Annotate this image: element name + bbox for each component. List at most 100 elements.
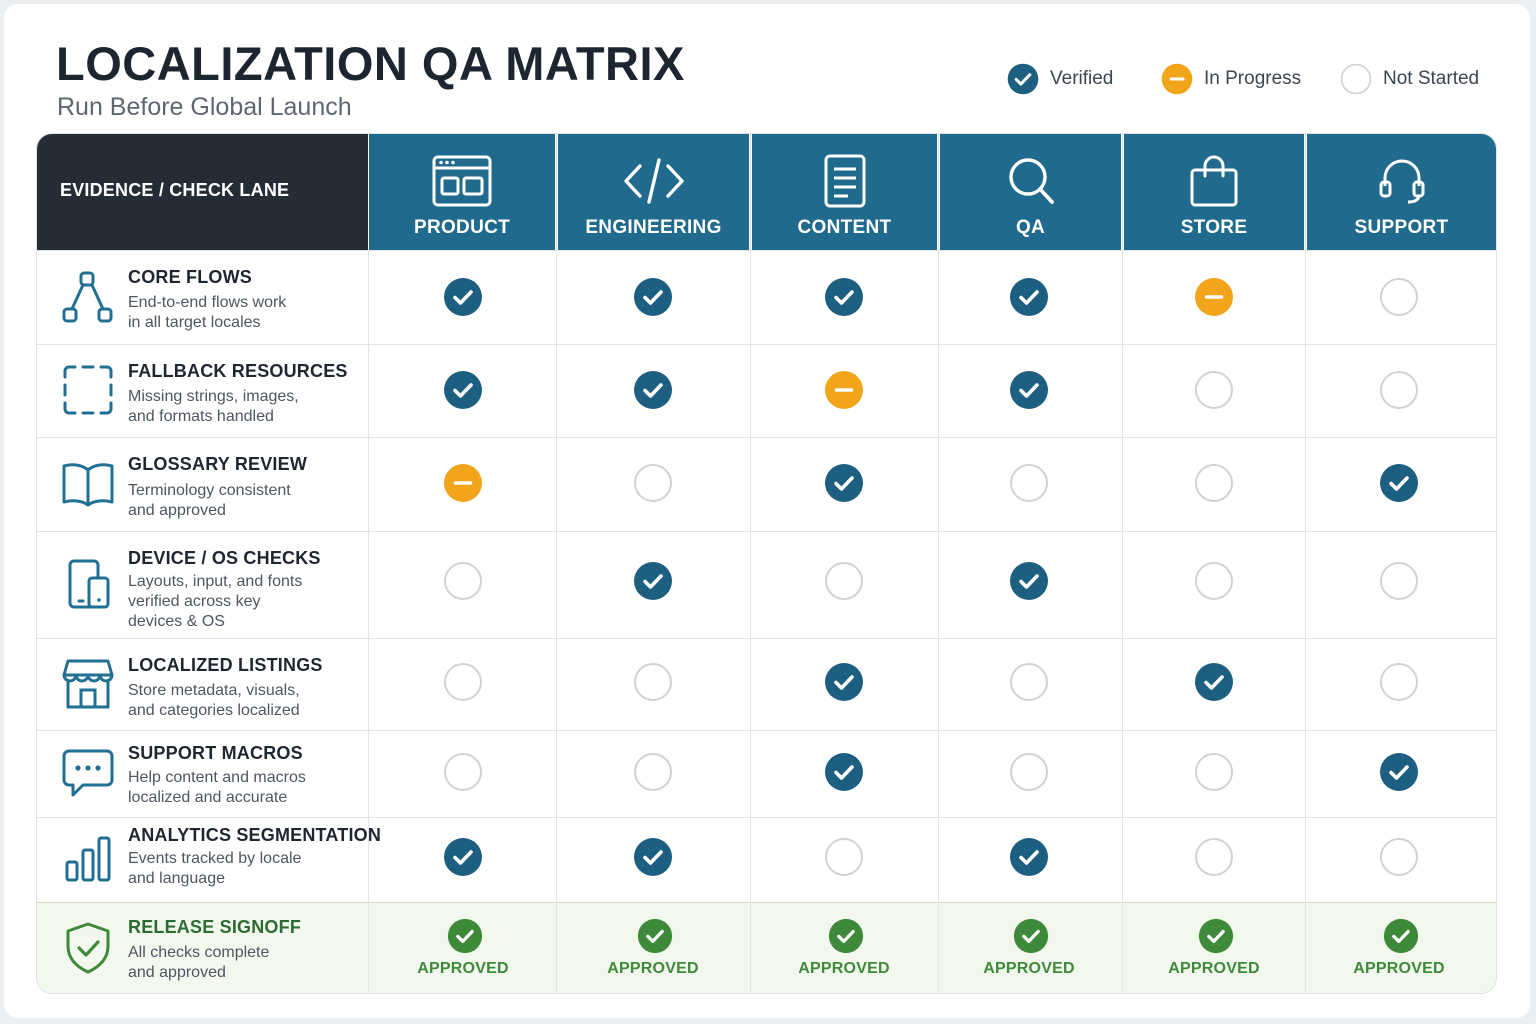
lane-header-label: EVIDENCE / CHECK LANE	[60, 180, 290, 200]
matrix-row-support-macros: SUPPORT MACROS Help content and macros lo…	[37, 730, 1496, 817]
column-header-product: PRODUCT	[369, 134, 555, 250]
signoff-description: All checks complete and approved	[128, 943, 358, 983]
column-header-content: CONTENT	[752, 134, 937, 250]
not-started-icon	[824, 837, 864, 877]
column-divider	[1122, 134, 1123, 993]
column-label-engineering: ENGINEERING	[585, 217, 722, 238]
headset-icon	[1379, 159, 1424, 204]
row-title: LOCALIZED LISTINGS	[128, 655, 323, 675]
verified-check-icon	[443, 277, 483, 317]
row-description-line: and language	[128, 870, 225, 887]
in-progress-icon	[1194, 277, 1234, 317]
verified-check-icon	[633, 837, 673, 877]
storefront-icon	[62, 659, 114, 709]
verified-check-icon	[824, 662, 864, 702]
flow-diagram-icon	[62, 271, 113, 323]
not-started-icon	[1379, 561, 1419, 601]
matrix-row-device-os-checks: DEVICE / OS CHECKS Layouts, input, and f…	[37, 531, 1496, 638]
page-title: LOCALIZATION QA MATRIX	[56, 37, 685, 90]
verified-check-icon	[824, 463, 864, 503]
open-book-icon	[62, 463, 114, 507]
approved-check-icon	[1383, 918, 1419, 954]
approved-check-icon	[637, 918, 673, 954]
approved-check-icon	[828, 918, 864, 954]
approved-check-icon	[1198, 918, 1234, 954]
row-description-line: Terminology consistent	[128, 482, 291, 499]
matrix-row-analytics-segmentation: ANALYTICS SEGMENTATION Events tracked by…	[37, 817, 1496, 902]
not-started-icon	[443, 752, 483, 792]
release-signoff-row: RELEASE SIGNOFF All checks complete and a…	[37, 902, 1496, 993]
row-description: Layouts, input, and fonts verified across…	[128, 572, 358, 632]
search-icon	[1008, 158, 1054, 204]
row-description-line: devices & OS	[128, 613, 225, 630]
column-header-support: SUPPORT	[1307, 134, 1496, 250]
verified-check-icon	[1379, 752, 1419, 792]
in-progress-icon	[1161, 63, 1193, 95]
shopping-bag-icon	[1190, 155, 1238, 207]
qa-matrix-table: EVIDENCE / CHECK LANE PRODUCT ENGINEERIN…	[36, 133, 1497, 994]
row-description-line: End-to-end flows work	[128, 294, 287, 311]
row-description: Help content and macros localized and acc…	[128, 768, 358, 808]
row-description-line: All checks complete	[128, 944, 270, 961]
row-title: ANALYTICS SEGMENTATION	[128, 825, 382, 845]
row-title: SUPPORT MACROS	[128, 743, 303, 763]
approved-label: APPROVED	[607, 960, 699, 977]
column-header-engineering: ENGINEERING	[558, 134, 749, 250]
not-started-icon	[1379, 837, 1419, 877]
row-description: End-to-end flows work in all target local…	[128, 293, 358, 333]
column-divider	[1305, 134, 1306, 993]
column-divider	[750, 134, 751, 993]
verified-check-icon	[1009, 561, 1049, 601]
verified-check-icon	[443, 837, 483, 877]
row-description-line: Layouts, input, and fonts	[128, 573, 303, 590]
verified-check-icon	[633, 277, 673, 317]
legend-in-progress: In Progress	[1160, 62, 1301, 96]
verified-check-icon	[633, 370, 673, 410]
not-started-icon	[1379, 370, 1419, 410]
not-started-icon	[1340, 63, 1372, 95]
not-started-icon	[1194, 837, 1234, 877]
matrix-row-localized-listings: LOCALIZED LISTINGS Store metadata, visua…	[37, 638, 1496, 730]
row-description-line: Missing strings, images,	[128, 388, 299, 405]
not-started-icon	[633, 463, 673, 503]
not-started-icon	[443, 662, 483, 702]
code-brackets-icon	[623, 158, 684, 204]
verified-check-icon	[824, 752, 864, 792]
verified-check-icon	[633, 561, 673, 601]
approved-label: APPROVED	[1168, 960, 1260, 977]
bar-chart-icon	[65, 836, 111, 882]
row-title: DEVICE / OS CHECKS	[128, 548, 321, 568]
in-progress-icon	[824, 370, 864, 410]
chat-bubble-icon	[62, 749, 114, 797]
row-description-line: and formats handled	[128, 408, 274, 425]
not-started-icon	[1009, 662, 1049, 702]
verified-check-icon	[1194, 662, 1234, 702]
row-description-line: in all target locales	[128, 314, 261, 331]
column-label-qa: QA	[1015, 217, 1046, 238]
approved-check-icon	[447, 918, 483, 954]
not-started-icon	[1009, 463, 1049, 503]
verified-check-icon	[1379, 463, 1419, 503]
verified-check-icon	[1009, 277, 1049, 317]
row-description-line: verified across key	[128, 593, 261, 610]
legend-not-started: Not Started	[1339, 62, 1479, 96]
not-started-icon	[1194, 752, 1234, 792]
verified-check-icon	[1007, 63, 1039, 95]
column-header-qa: QA	[940, 134, 1121, 250]
matrix-row-core-flows: CORE FLOWS End-to-end flows work in all t…	[37, 250, 1496, 344]
approved-check-icon	[1013, 918, 1049, 954]
in-progress-icon	[443, 463, 483, 503]
row-description-line: and approved	[128, 964, 226, 981]
lane-header: EVIDENCE / CHECK LANE	[37, 134, 368, 250]
not-started-icon	[824, 561, 864, 601]
row-description: Events tracked by locale and language	[128, 849, 358, 889]
verified-check-icon	[1009, 370, 1049, 410]
column-label-content: CONTENT	[797, 217, 892, 238]
signoff-title: RELEASE SIGNOFF	[128, 917, 302, 937]
verified-check-icon	[824, 277, 864, 317]
verified-check-icon	[443, 370, 483, 410]
row-description: Store metadata, visuals, and categories l…	[128, 681, 358, 721]
row-description-line: Events tracked by locale	[128, 850, 302, 867]
not-started-icon	[1194, 463, 1234, 503]
dashed-frame-icon	[63, 365, 113, 415]
